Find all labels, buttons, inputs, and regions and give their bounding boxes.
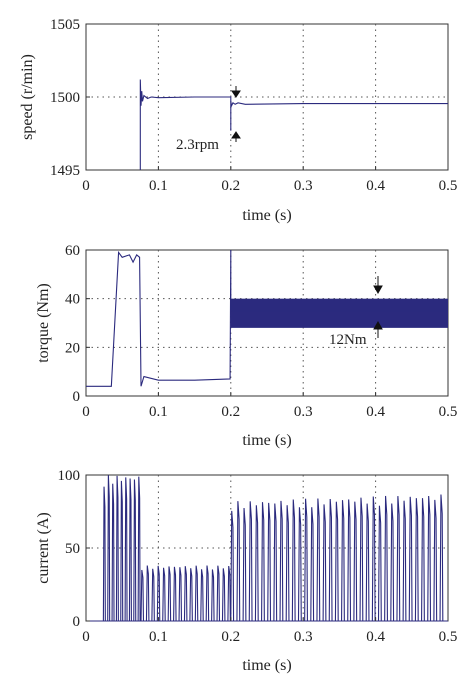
speed-y-axis-label: speed (r/min)	[19, 54, 36, 140]
current-signal	[86, 475, 448, 622]
current-y-tick-label: 0	[73, 614, 81, 630]
torque-ripple-band	[230, 298, 448, 328]
current-series-line	[86, 475, 448, 622]
torque-x-tick-label: 0.4	[366, 404, 385, 420]
speed-x-tick-label: 0.4	[366, 178, 385, 194]
speed-x-tick-label: 0.1	[149, 178, 168, 194]
current-x-tick-label: 0.4	[366, 629, 385, 645]
current-x-tick-label: 0.3	[294, 629, 313, 645]
current-x-ticks: 0 0.1 0.2 0.3 0.4 0.5	[82, 617, 457, 645]
speed-series-line	[139, 79, 448, 170]
torque-x-tick-label: 0.1	[149, 404, 168, 420]
torque-y-tick-label: 60	[65, 243, 80, 259]
torque-x-tick-label: 0.2	[221, 404, 240, 420]
speed-x-axis-label: time (s)	[242, 207, 291, 224]
speed-y-tick-label: 1495	[50, 163, 80, 179]
current-x-tick-label: 0.5	[439, 629, 458, 645]
speed-x-tick-label: 0.3	[294, 178, 313, 194]
torque-y-tick-label: 40	[65, 292, 80, 308]
torque-x-tick-label: 0.3	[294, 404, 313, 420]
torque-y-axis-label: torque (Nm)	[35, 283, 52, 363]
speed-signal	[139, 79, 448, 170]
torque-y-ticks: 0 20 40 60	[65, 243, 90, 405]
current-x-tick-label: 0.2	[221, 629, 240, 645]
torque-series-line	[86, 249, 448, 387]
torque-x-tick-label: 0.5	[439, 404, 458, 420]
torque-x-axis-label: time (s)	[242, 432, 291, 449]
torque-arrow-up-icon	[373, 320, 383, 338]
torque-y-tick-label: 0	[73, 389, 81, 405]
torque-arrow-down-icon	[373, 276, 383, 295]
speed-annotation-2-3rpm: 2.3rpm	[176, 137, 219, 153]
speed-x-tick-label: 0.5	[439, 178, 458, 194]
current-x-tick-label: 0.1	[149, 629, 168, 645]
torque-x-ticks: 0 0.1 0.2 0.3 0.4 0.5	[82, 392, 457, 420]
speed-y-ticks: 1495 1500 1505	[50, 17, 90, 179]
current-y-tick-label: 100	[58, 468, 81, 484]
torque-panel: 0 0.1 0.2 0.3 0.4 0.5 0 20 40 60 time (s) torque…	[35, 243, 457, 449]
speed-x-tick-label: 0	[82, 178, 90, 194]
torque-annotation-12nm: 12Nm	[329, 332, 367, 348]
speed-x-tick-label: 0.2	[221, 178, 240, 194]
current-y-axis-label: current (A)	[35, 512, 52, 584]
current-x-axis-label: time (s)	[242, 657, 291, 674]
speed-arrow-down-icon	[231, 86, 241, 98]
current-panel: 0 0.1 0.2 0.3 0.4 0.5 0 50 100 time (s) current…	[35, 468, 457, 674]
current-x-tick-label: 0	[82, 629, 90, 645]
current-y-ticks: 0 50 100	[58, 468, 90, 630]
torque-signal	[86, 249, 448, 387]
speed-y-tick-label: 1505	[50, 17, 80, 33]
torque-x-tick-label: 0	[82, 404, 90, 420]
current-y-tick-label: 50	[65, 541, 80, 557]
torque-y-tick-label: 20	[65, 340, 80, 356]
speed-panel: 0 0.1 0.2 0.3 0.4 0.5 1495 1500 1505 time (s) s…	[19, 17, 457, 224]
speed-x-ticks: 0 0.1 0.2 0.3 0.4 0.5	[82, 166, 457, 194]
speed-y-tick-label: 1500	[50, 90, 80, 106]
speed-arrow-up-icon	[231, 131, 241, 142]
